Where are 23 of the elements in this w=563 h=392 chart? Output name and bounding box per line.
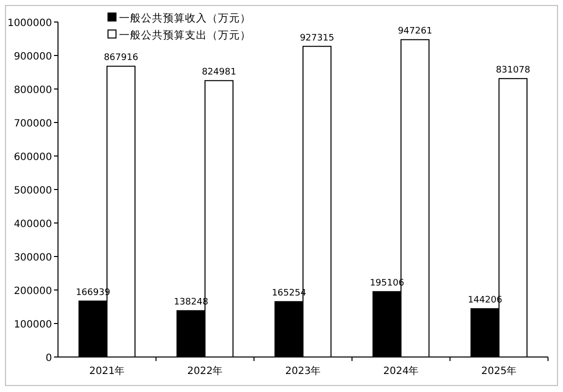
data-label: 831078	[496, 66, 530, 76]
y-tick-label: 1000000	[7, 18, 52, 29]
y-tick-label: 100000	[14, 320, 52, 330]
data-label: 947261	[398, 26, 432, 37]
x-tick-label: 2023年	[285, 365, 321, 377]
y-tick-label: 200000	[14, 286, 52, 297]
y-tick-label: 800000	[14, 85, 52, 96]
legend-label: 一般公共预算收入（万元）	[119, 12, 251, 24]
x-tick-label: 2025年	[481, 365, 517, 377]
y-tick-label: 600000	[14, 152, 52, 163]
y-tick-label: 500000	[14, 186, 52, 196]
y-tick-label: 700000	[14, 118, 52, 130]
x-tick-label: 2024年	[383, 365, 419, 377]
legend-label: 一般公共预算支出（万元）	[119, 28, 251, 42]
y-tick-label: 400000	[14, 219, 52, 230]
data-label: 927315	[300, 33, 334, 44]
y-tick-label: 300000	[14, 252, 52, 264]
data-label: 867916	[104, 53, 138, 64]
x-tick-label: 2021年	[89, 365, 125, 377]
y-tick-label: 900000	[14, 52, 52, 62]
x-tick-label: 2022年	[187, 365, 223, 377]
data-label: 824981	[202, 68, 236, 78]
y-tick-label: 0	[46, 353, 52, 364]
